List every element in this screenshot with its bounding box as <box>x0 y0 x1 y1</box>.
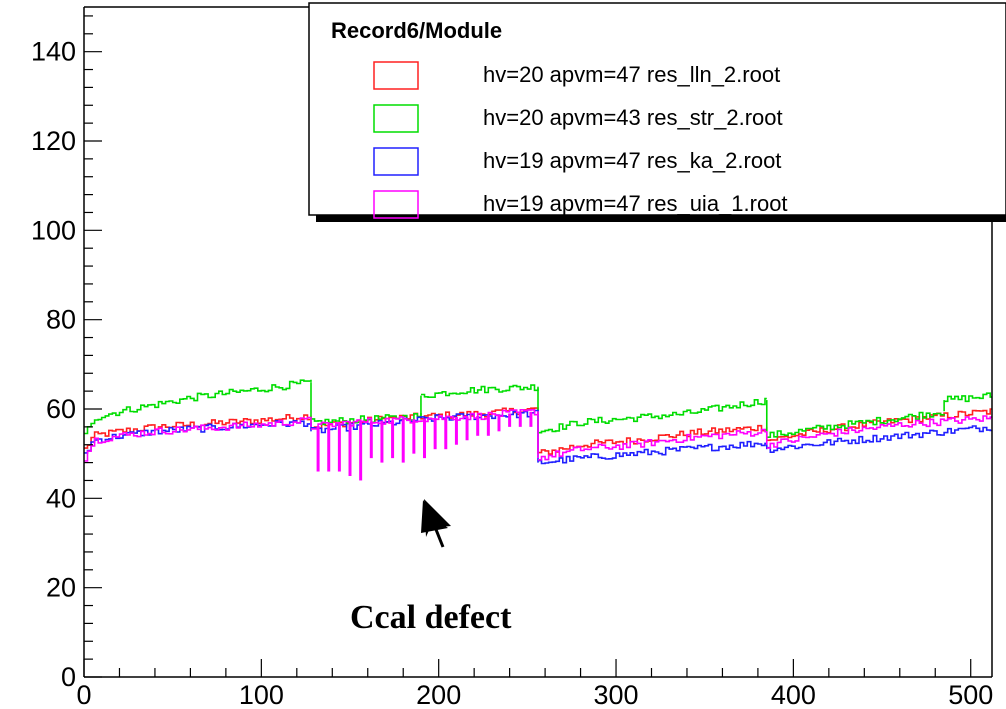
y-tick-label: 0 <box>61 662 76 692</box>
y-tick-label: 120 <box>31 126 76 156</box>
y-tick-label: 20 <box>46 573 76 603</box>
y-tick-label: 60 <box>46 394 76 424</box>
x-tick-label: 300 <box>594 680 639 709</box>
series-4 <box>84 409 992 481</box>
y-tick-label: 40 <box>46 483 76 513</box>
annotation-text: Ccal defect <box>350 599 512 636</box>
x-tick-label: 400 <box>771 680 816 709</box>
legend-box <box>308 2 1006 216</box>
legend-entries: hv=20 apvm=47 res_lln_2.root hv=20 apvm=4… <box>373 61 788 219</box>
series-layer <box>84 379 992 481</box>
legend-entry-label: hv=19 apvm=47 res_uia_1.root <box>483 191 788 216</box>
series-2 <box>84 379 992 438</box>
legend-swatch <box>373 147 419 176</box>
x-tick-label: 500 <box>948 680 993 709</box>
y-tick-label: 100 <box>31 215 76 245</box>
series-line <box>84 409 992 462</box>
y-tick-label: 140 <box>31 37 76 67</box>
legend: Record6/Module hv=20 apvm=47 res_lln_2.r… <box>308 2 1006 222</box>
tick-labels: 0 20 40 60 80 100 120 140 0 100 200 300 400 500 <box>31 37 993 709</box>
x-tick-label: 100 <box>239 680 284 709</box>
legend-title: Record6/Module <box>331 18 502 43</box>
x-tick-label: 0 <box>76 680 91 709</box>
legend-swatch <box>373 190 419 219</box>
y-tick-label: 80 <box>46 305 76 335</box>
legend-swatch <box>373 104 419 133</box>
legend-entry-label: hv=19 apvm=47 res_ka_2.root <box>483 148 781 173</box>
arrow-icon <box>424 499 451 537</box>
legend-entry-label: hv=20 apvm=47 res_lln_2.root <box>483 62 780 87</box>
legend-entry-label: hv=20 apvm=43 res_str_2.root <box>483 105 783 130</box>
x-tick-label: 200 <box>416 680 461 709</box>
legend-swatch <box>373 61 419 90</box>
annotation: Ccal defect <box>350 499 512 636</box>
